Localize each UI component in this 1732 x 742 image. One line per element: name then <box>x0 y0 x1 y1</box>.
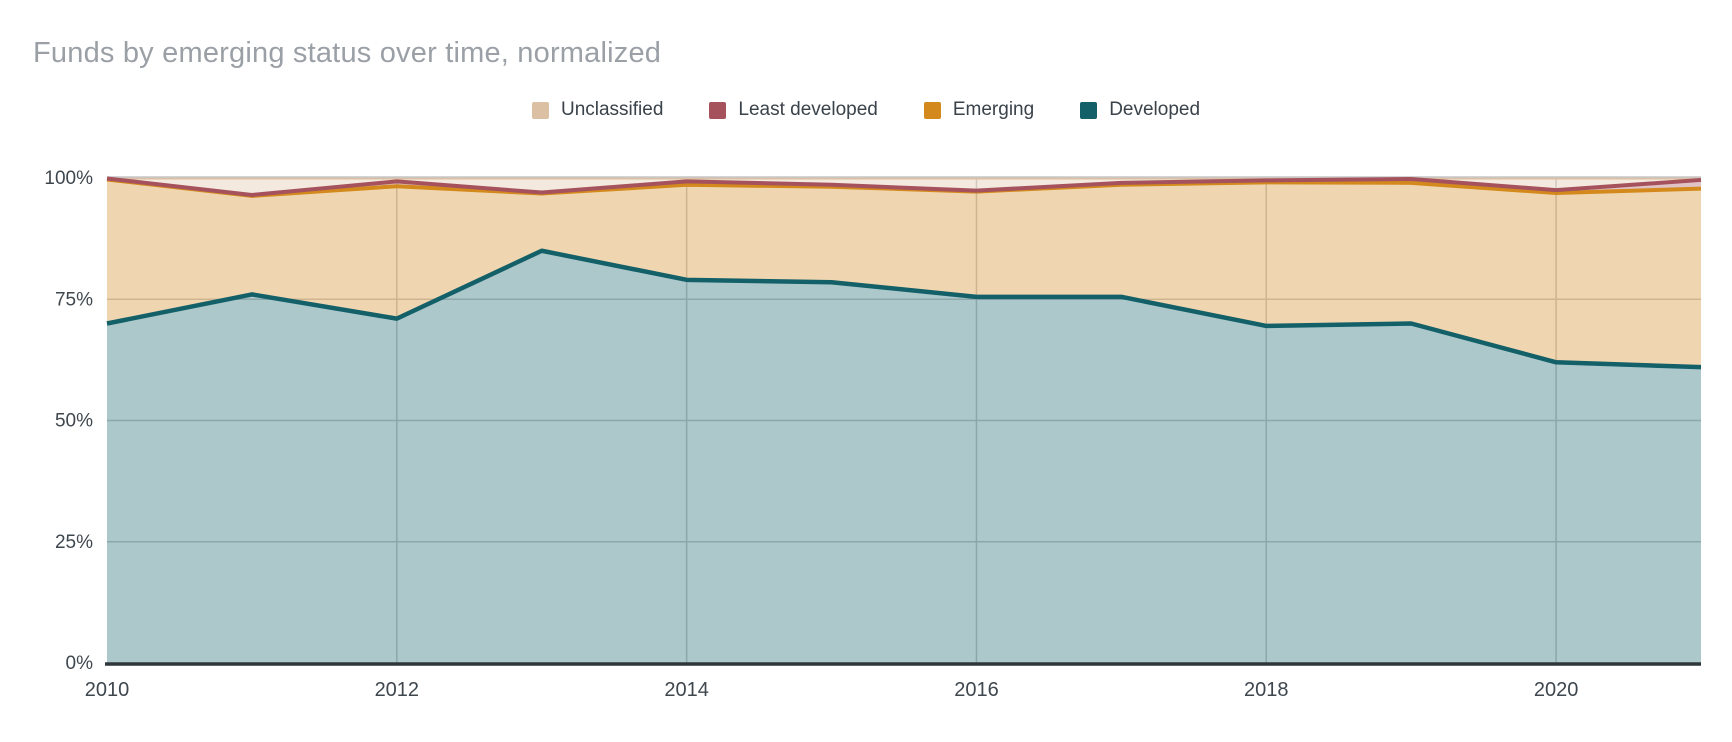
legend-item-label: Emerging <box>952 99 1035 120</box>
legend-item-label: Unclassified <box>560 99 664 120</box>
area-emerging <box>107 179 1701 368</box>
legend-color-swatch <box>1080 101 1098 119</box>
y-axis-tick: 0% <box>66 653 94 674</box>
y-axis-tick: 50% <box>55 411 93 432</box>
chart-title: Funds by emerging status over time, norm… <box>33 37 662 69</box>
legend-color-swatch <box>531 101 549 119</box>
x-axis-tick: 2020 <box>1534 679 1579 701</box>
legend-item-unclassified[interactable]: Unclassified <box>531 99 664 121</box>
legend-color-swatch <box>709 101 727 119</box>
x-axis-tick: 2012 <box>375 679 420 701</box>
y-axis-tick: 75% <box>55 289 93 310</box>
x-axis-tick: 2016 <box>954 679 999 701</box>
legend-color-swatch <box>923 101 941 119</box>
legend-item-emerging[interactable]: Emerging <box>923 99 1035 121</box>
y-axis-tick: 100% <box>44 168 93 189</box>
y-axis-tick: 25% <box>55 532 93 553</box>
x-axis-tick: 2014 <box>664 679 709 701</box>
line-developed <box>106 248 1702 370</box>
legend-item-least-developed[interactable]: Least developed <box>709 99 878 121</box>
x-axis-tick: 2018 <box>1244 679 1289 701</box>
line-least-developed <box>106 176 1702 197</box>
legend-item-developed[interactable]: Developed <box>1080 99 1200 121</box>
legend-item-label: Least developed <box>738 99 878 120</box>
chart-legend: Unclassified Least developed Emerging Devel… <box>0 99 1732 121</box>
x-axis-tick: 2010 <box>85 679 130 701</box>
area-developed <box>107 250 1701 663</box>
legend-item-label: Developed <box>1109 99 1201 120</box>
